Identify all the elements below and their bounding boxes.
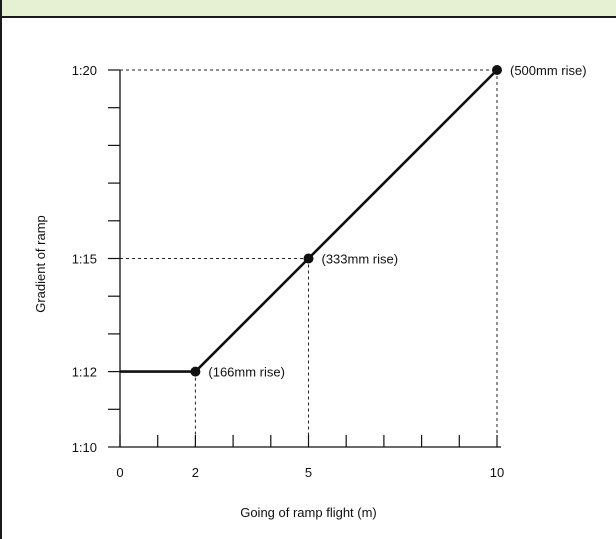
x-tick-label: 10 (490, 465, 504, 480)
data-point (492, 65, 502, 75)
point-annotation: (166mm rise) (208, 365, 285, 380)
y-tick-label: 1:10 (72, 440, 97, 455)
header-band (2, 0, 616, 18)
markers: (166mm rise) (333mm rise) (500mm rise) (190, 63, 587, 380)
series (120, 69, 498, 373)
point-annotation: (500mm rise) (510, 63, 587, 78)
x-axis-title: Going of ramp flight (m) (240, 505, 377, 520)
x-tick-label: 0 (116, 465, 123, 480)
data-point (190, 366, 201, 377)
axes (108, 69, 501, 448)
y-tick-label: 1:20 (72, 63, 97, 78)
series-line (120, 69, 498, 373)
point-annotation: (333mm rise) (322, 252, 399, 267)
x-tick-label: 2 (192, 465, 199, 480)
y-tick-label: 1:12 (72, 365, 97, 380)
y-tick-label: 1:15 (72, 252, 97, 267)
x-tick-label: 5 (305, 465, 312, 480)
tick-labels: 0 2 5 10 1:10 1:12 1:15 1:20 (72, 63, 505, 480)
data-point (303, 253, 314, 264)
y-axis-title: Gradient of ramp (33, 215, 48, 313)
